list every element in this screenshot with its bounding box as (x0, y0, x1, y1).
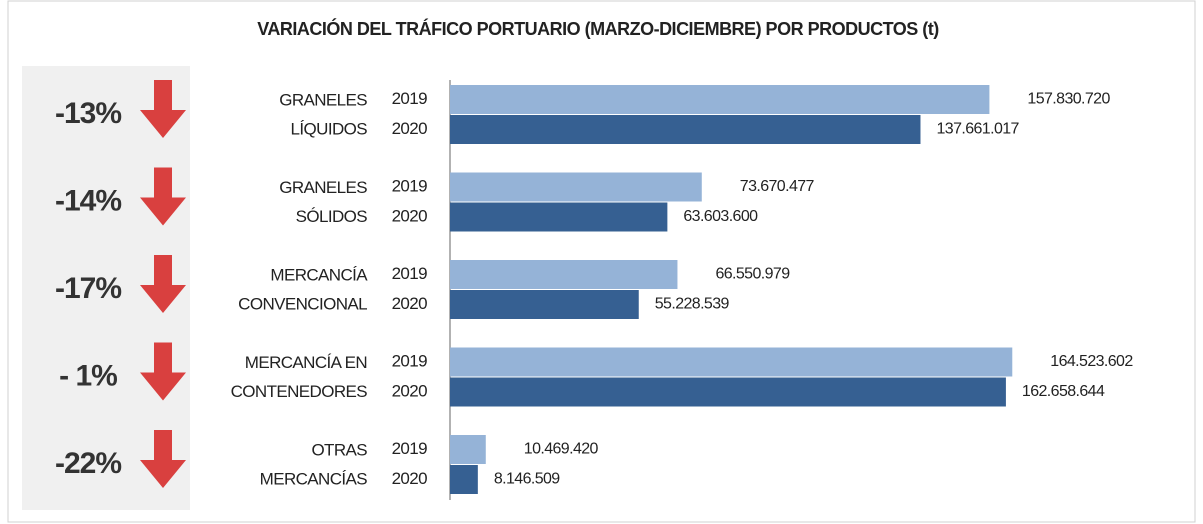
series-label: 2020 (392, 294, 428, 313)
bar (450, 435, 486, 464)
bar (450, 202, 668, 232)
down-arrow (140, 342, 186, 401)
change-label: -13% (55, 97, 121, 130)
value-label: 66.550.979 (715, 266, 790, 283)
category-label: CONTENEDORES (231, 382, 368, 401)
bar (450, 172, 702, 202)
value-label: 8.146.509 (494, 471, 560, 488)
value-label: 137.661.017 (936, 121, 1019, 138)
series-label: 2019 (392, 264, 428, 283)
series-label: 2019 (392, 439, 428, 458)
bar (450, 115, 921, 144)
bar (450, 290, 639, 319)
category-label: GRANELES (279, 90, 367, 109)
category-label: CONVENCIONAL (238, 294, 367, 313)
category-label: MERCANCÍA (270, 265, 368, 284)
category-label: MERCANCÍAS (260, 469, 368, 488)
value-label: 164.523.602 (1050, 353, 1133, 370)
down-arrow (140, 255, 186, 313)
bar (450, 347, 1013, 377)
series-label: 2019 (392, 89, 428, 108)
down-arrow (140, 167, 186, 226)
series-label: 2020 (392, 469, 428, 488)
change-label: -22% (55, 447, 121, 480)
series-label: 2019 (392, 176, 428, 195)
down-arrow (140, 80, 186, 138)
value-label: 63.603.600 (683, 208, 758, 225)
category-label: SÓLIDOS (296, 207, 368, 226)
change-label: -14% (55, 184, 121, 217)
series-label: 2020 (392, 206, 428, 225)
value-label: 10.469.420 (524, 441, 599, 458)
bar (450, 85, 990, 114)
category-label: OTRAS (311, 440, 367, 459)
value-label: 55.228.539 (655, 296, 730, 313)
series-label: 2020 (392, 119, 428, 138)
category-label: LÍQUIDOS (291, 119, 368, 138)
change-label: -17% (55, 272, 121, 305)
change-label: - 1% (59, 359, 117, 392)
value-label: 73.670.477 (740, 178, 815, 195)
category-label: MERCANCÍA EN (245, 353, 367, 372)
value-label: 157.830.720 (1027, 91, 1110, 108)
chart-title: VARIACIÓN DEL TRÁFICO PORTUARIO (MARZO-D… (257, 18, 939, 39)
bar (450, 377, 1006, 407)
series-label: 2019 (392, 351, 428, 370)
category-label: GRANELES (279, 178, 367, 197)
series-label: 2020 (392, 381, 428, 400)
down-arrow (140, 430, 186, 488)
value-label: 162.658.644 (1022, 383, 1105, 400)
bar (450, 260, 678, 289)
bar (450, 465, 478, 494)
